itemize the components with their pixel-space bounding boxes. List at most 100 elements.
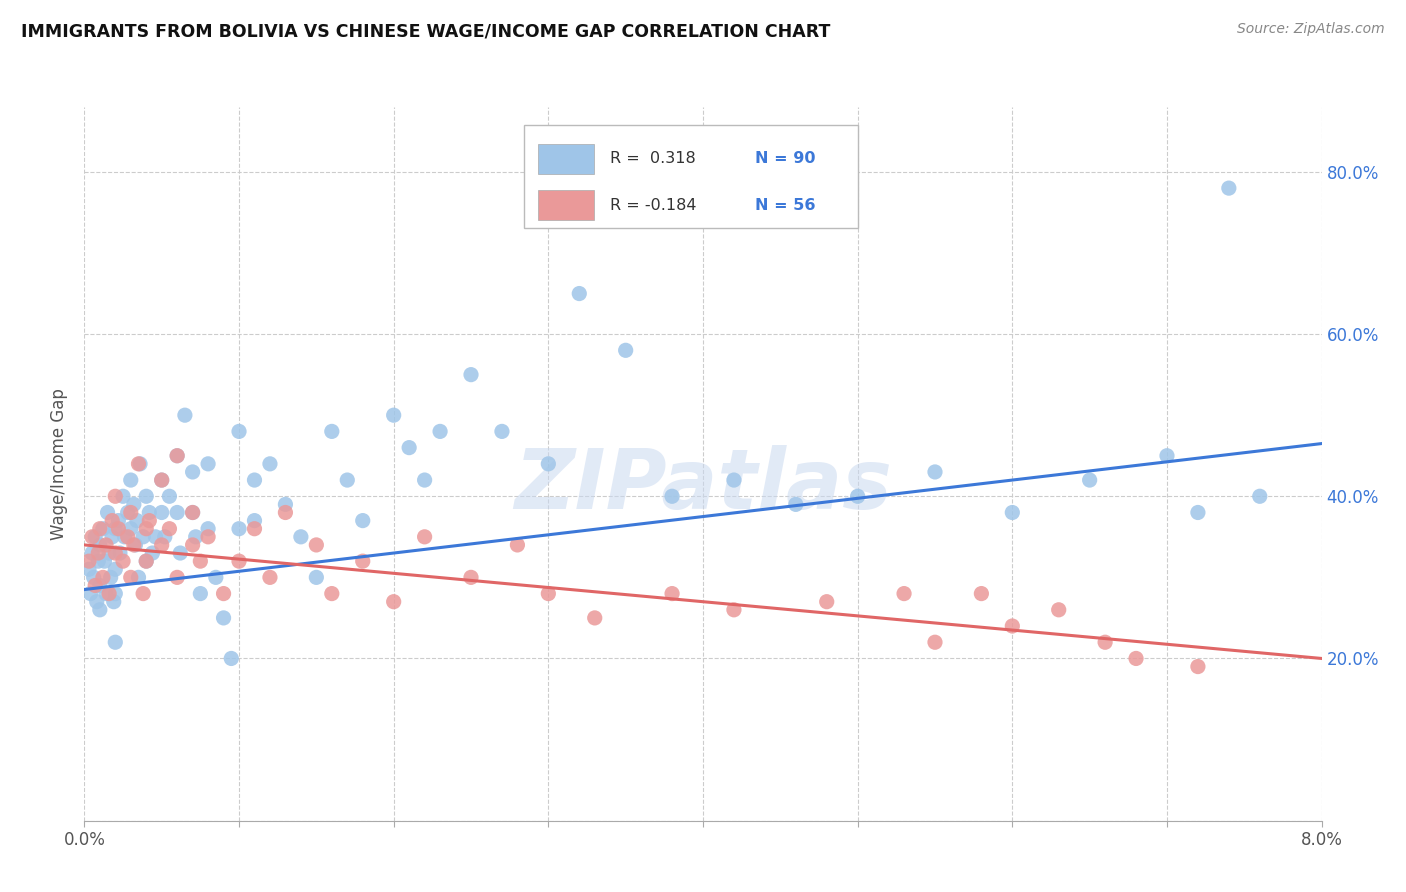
Point — [79, 586, 101, 600]
Point — [491, 425, 513, 439]
Point — [159, 522, 180, 536]
Point — [103, 595, 125, 609]
Point — [125, 514, 148, 528]
Point — [212, 611, 235, 625]
Point — [86, 595, 108, 609]
Point — [120, 522, 142, 536]
Point — [321, 586, 343, 600]
Point — [723, 473, 745, 487]
Point — [413, 530, 436, 544]
Point — [84, 530, 107, 544]
Text: N = 56: N = 56 — [755, 198, 815, 213]
Point — [107, 522, 129, 536]
Point — [89, 603, 111, 617]
Point — [94, 538, 117, 552]
Point — [83, 570, 105, 584]
Point — [1187, 659, 1209, 673]
Point — [104, 522, 127, 536]
Point — [104, 489, 127, 503]
Point — [336, 473, 359, 487]
Point — [970, 586, 993, 600]
Point — [321, 425, 343, 439]
Point — [89, 578, 111, 592]
Point — [122, 538, 145, 552]
Point — [352, 554, 374, 568]
Point — [91, 522, 114, 536]
Point — [150, 473, 173, 487]
Point — [166, 449, 188, 463]
Point — [243, 522, 266, 536]
Point — [138, 506, 160, 520]
Point — [120, 473, 142, 487]
Point — [188, 554, 212, 568]
Point — [132, 586, 155, 600]
Point — [398, 441, 420, 455]
Text: R =  0.318: R = 0.318 — [610, 152, 696, 166]
Point — [197, 457, 219, 471]
Point — [413, 473, 436, 487]
Point — [101, 514, 124, 528]
Point — [153, 530, 176, 544]
FancyBboxPatch shape — [538, 144, 595, 174]
Point — [82, 530, 104, 544]
Point — [537, 586, 560, 600]
Point — [128, 457, 150, 471]
Point — [197, 530, 219, 544]
Point — [101, 530, 124, 544]
Point — [120, 506, 142, 520]
Point — [122, 497, 145, 511]
Y-axis label: Wage/Income Gap: Wage/Income Gap — [51, 388, 69, 540]
Point — [150, 538, 173, 552]
Point — [132, 530, 155, 544]
Point — [846, 489, 869, 503]
Point — [815, 595, 838, 609]
Text: IMMIGRANTS FROM BOLIVIA VS CHINESE WAGE/INCOME GAP CORRELATION CHART: IMMIGRANTS FROM BOLIVIA VS CHINESE WAGE/… — [21, 22, 831, 40]
Point — [506, 538, 529, 552]
Point — [91, 570, 114, 584]
Point — [197, 522, 219, 536]
Point — [1094, 635, 1116, 649]
Point — [924, 635, 946, 649]
Point — [135, 554, 157, 568]
Point — [305, 570, 328, 584]
Point — [141, 546, 163, 560]
FancyBboxPatch shape — [523, 125, 858, 228]
Point — [174, 408, 197, 422]
Point — [181, 538, 204, 552]
Point — [1078, 473, 1101, 487]
Point — [169, 546, 191, 560]
Text: ZIPatlas: ZIPatlas — [515, 445, 891, 525]
Point — [537, 457, 560, 471]
Point — [150, 473, 173, 487]
Point — [89, 538, 111, 552]
Point — [228, 425, 250, 439]
Point — [460, 368, 482, 382]
Point — [112, 554, 135, 568]
Point — [138, 514, 160, 528]
Point — [583, 611, 606, 625]
Point — [460, 570, 482, 584]
Point — [1218, 181, 1240, 195]
Point — [184, 530, 207, 544]
Point — [120, 570, 142, 584]
Point — [661, 586, 683, 600]
Point — [93, 554, 115, 568]
Point — [1187, 506, 1209, 520]
Point — [274, 497, 297, 511]
Point — [259, 570, 281, 584]
Text: Source: ZipAtlas.com: Source: ZipAtlas.com — [1237, 22, 1385, 37]
Text: R = -0.184: R = -0.184 — [610, 198, 697, 213]
Point — [135, 489, 157, 503]
Point — [212, 586, 235, 600]
Point — [568, 286, 591, 301]
Point — [124, 538, 146, 552]
Point — [145, 530, 167, 544]
Point — [205, 570, 228, 584]
FancyBboxPatch shape — [538, 190, 595, 220]
Point — [1001, 506, 1024, 520]
Point — [1047, 603, 1070, 617]
Text: N = 90: N = 90 — [755, 152, 815, 166]
Point — [104, 562, 127, 576]
Point — [1156, 449, 1178, 463]
Point — [100, 570, 122, 584]
